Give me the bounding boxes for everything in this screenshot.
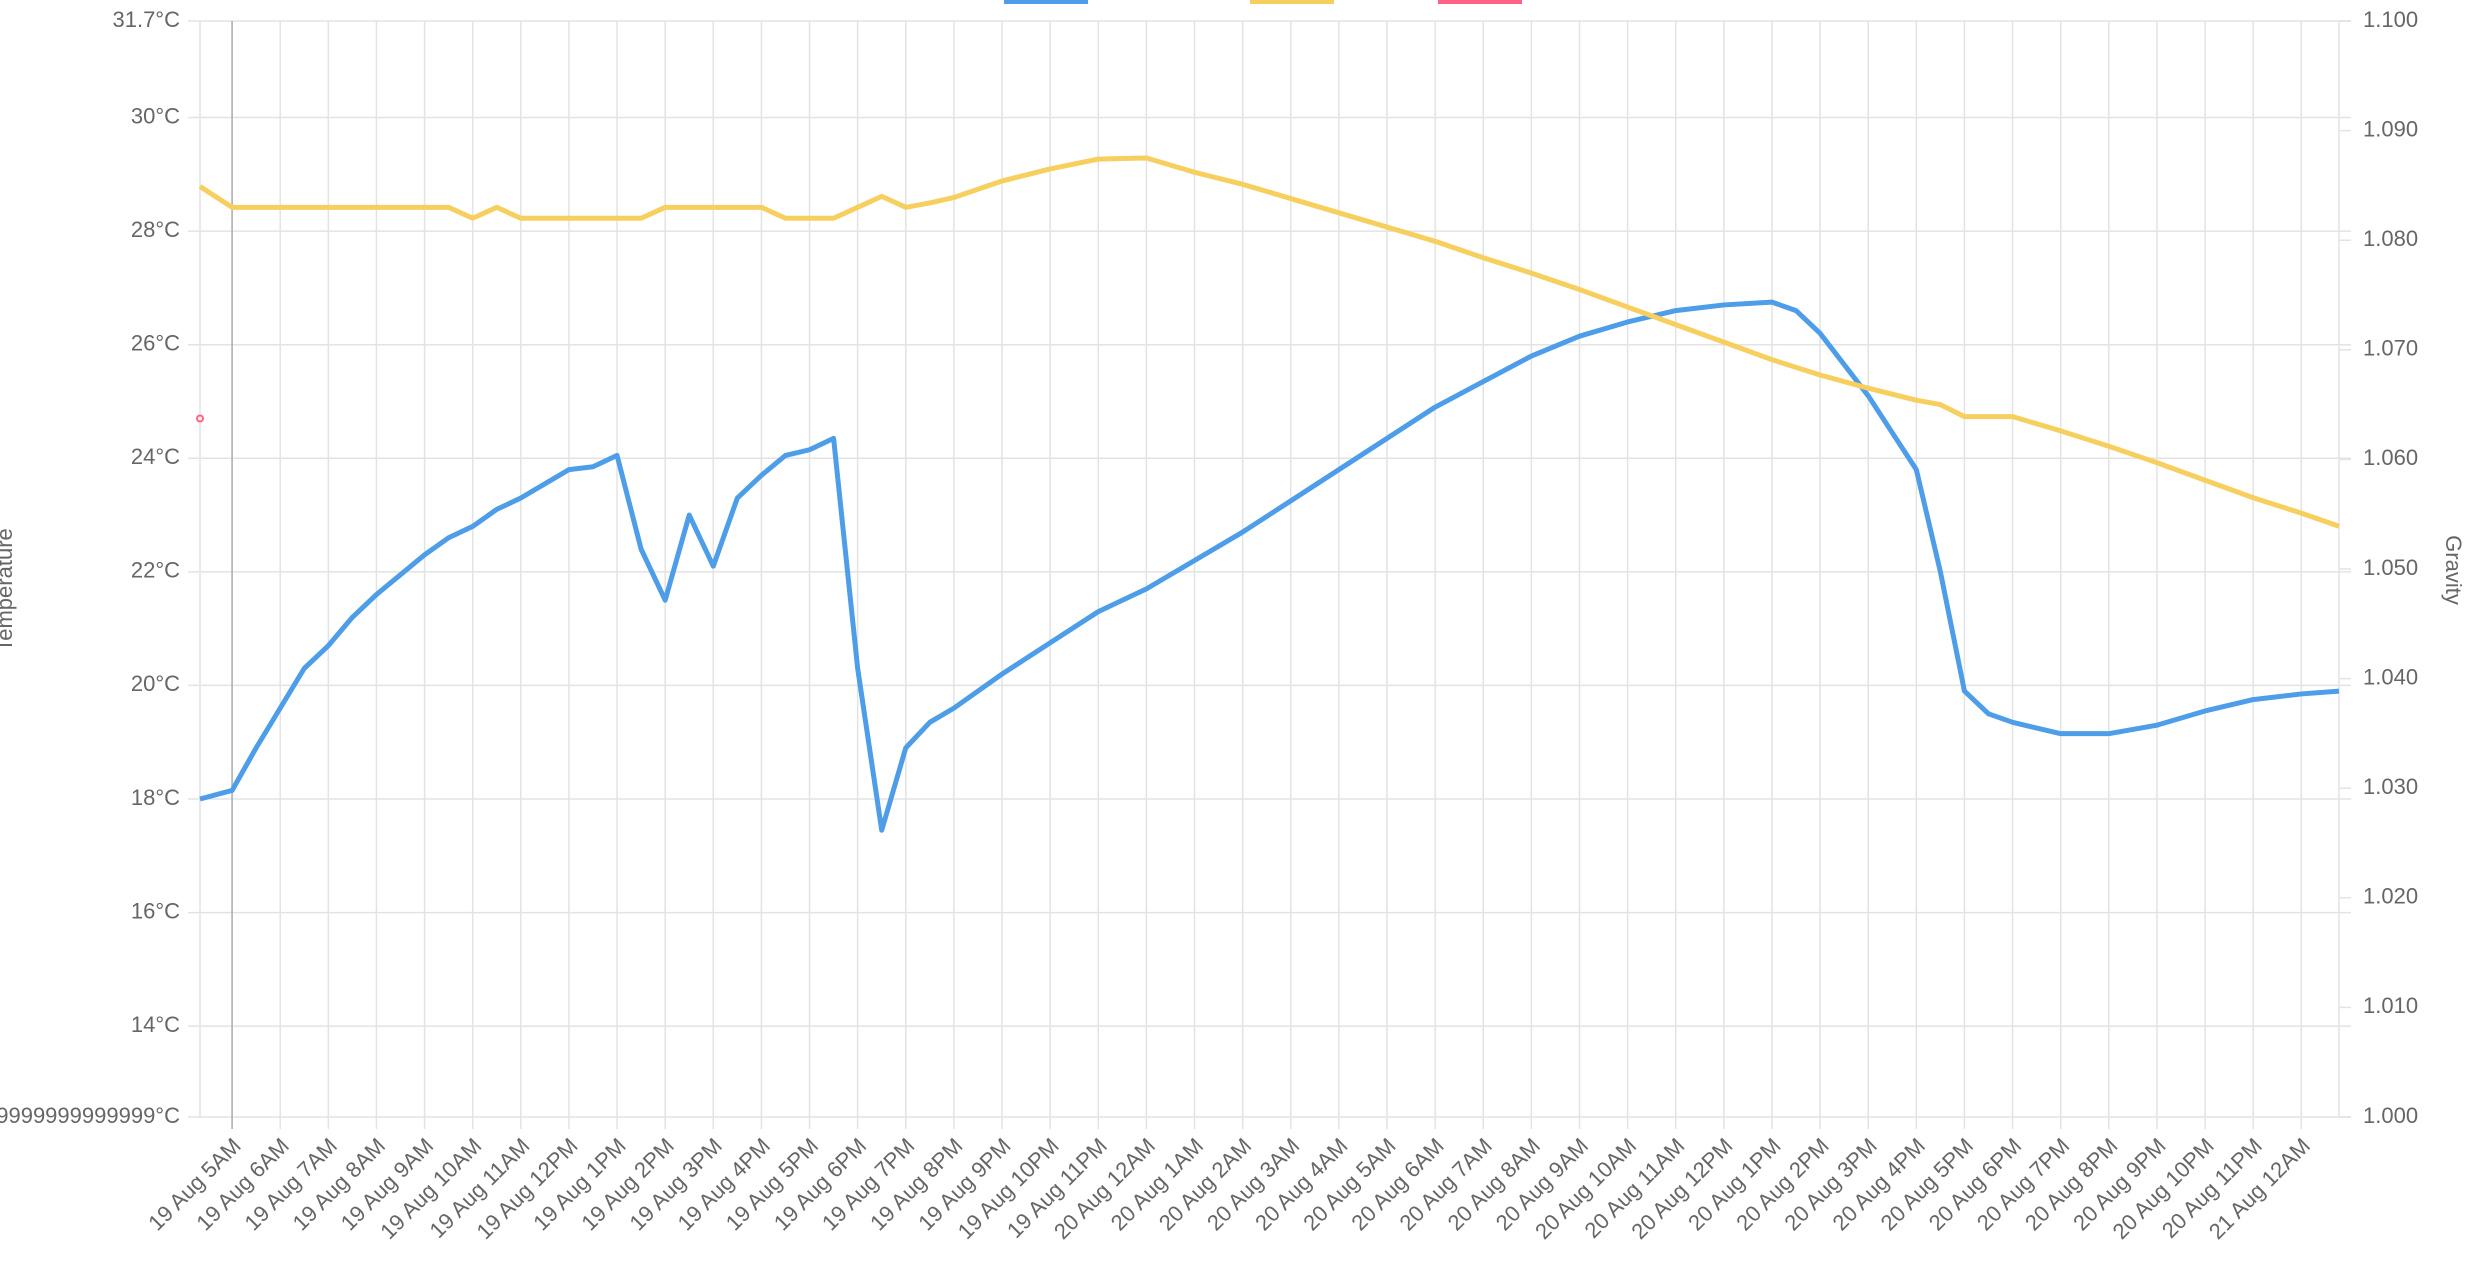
y-tick-label: 18°C [131, 785, 180, 810]
y2-tick-label: 1.000 [2363, 1103, 2418, 1128]
y2-tick-label: 1.010 [2363, 993, 2418, 1018]
y2-tick-label: 1.020 [2363, 884, 2418, 909]
y-tick-label: 14°C [131, 1012, 180, 1037]
y-axis-title: Temperature [0, 528, 17, 652]
y2-tick-label: 1.090 [2363, 116, 2418, 141]
data-line [198, 155, 2340, 529]
legend-swatch [1250, 0, 1334, 4]
data-point [196, 414, 204, 423]
y2-tick-label: 1.040 [2363, 664, 2418, 689]
y-tick-label: 20°C [131, 671, 180, 696]
y2-tick-label: 1.070 [2363, 336, 2418, 361]
data-line [199, 299, 2340, 833]
y2-tick-label: 1.060 [2363, 445, 2418, 470]
y2-tick-label: 1.100 [2363, 7, 2418, 32]
legend-swatch [1004, 0, 1088, 4]
y-tick-label: 12.399999999999999°C [0, 1103, 180, 1128]
y-tick-label: 24°C [131, 444, 180, 469]
y-tick-label: 22°C [131, 558, 180, 583]
y2-tick-label: 1.050 [2363, 555, 2418, 580]
y-tick-label: 28°C [131, 217, 180, 242]
y2-axis-title: Gravity [2441, 535, 2466, 605]
y2-tick-label: 1.080 [2363, 226, 2418, 251]
y2-tick-label: 1.030 [2363, 774, 2418, 799]
legend-swatch [1438, 0, 1522, 4]
y-tick-label: 26°C [131, 331, 180, 356]
y-tick-label: 31.7°C [112, 7, 180, 32]
y-tick-label: 16°C [131, 898, 180, 923]
y-tick-label: 30°C [131, 103, 180, 128]
